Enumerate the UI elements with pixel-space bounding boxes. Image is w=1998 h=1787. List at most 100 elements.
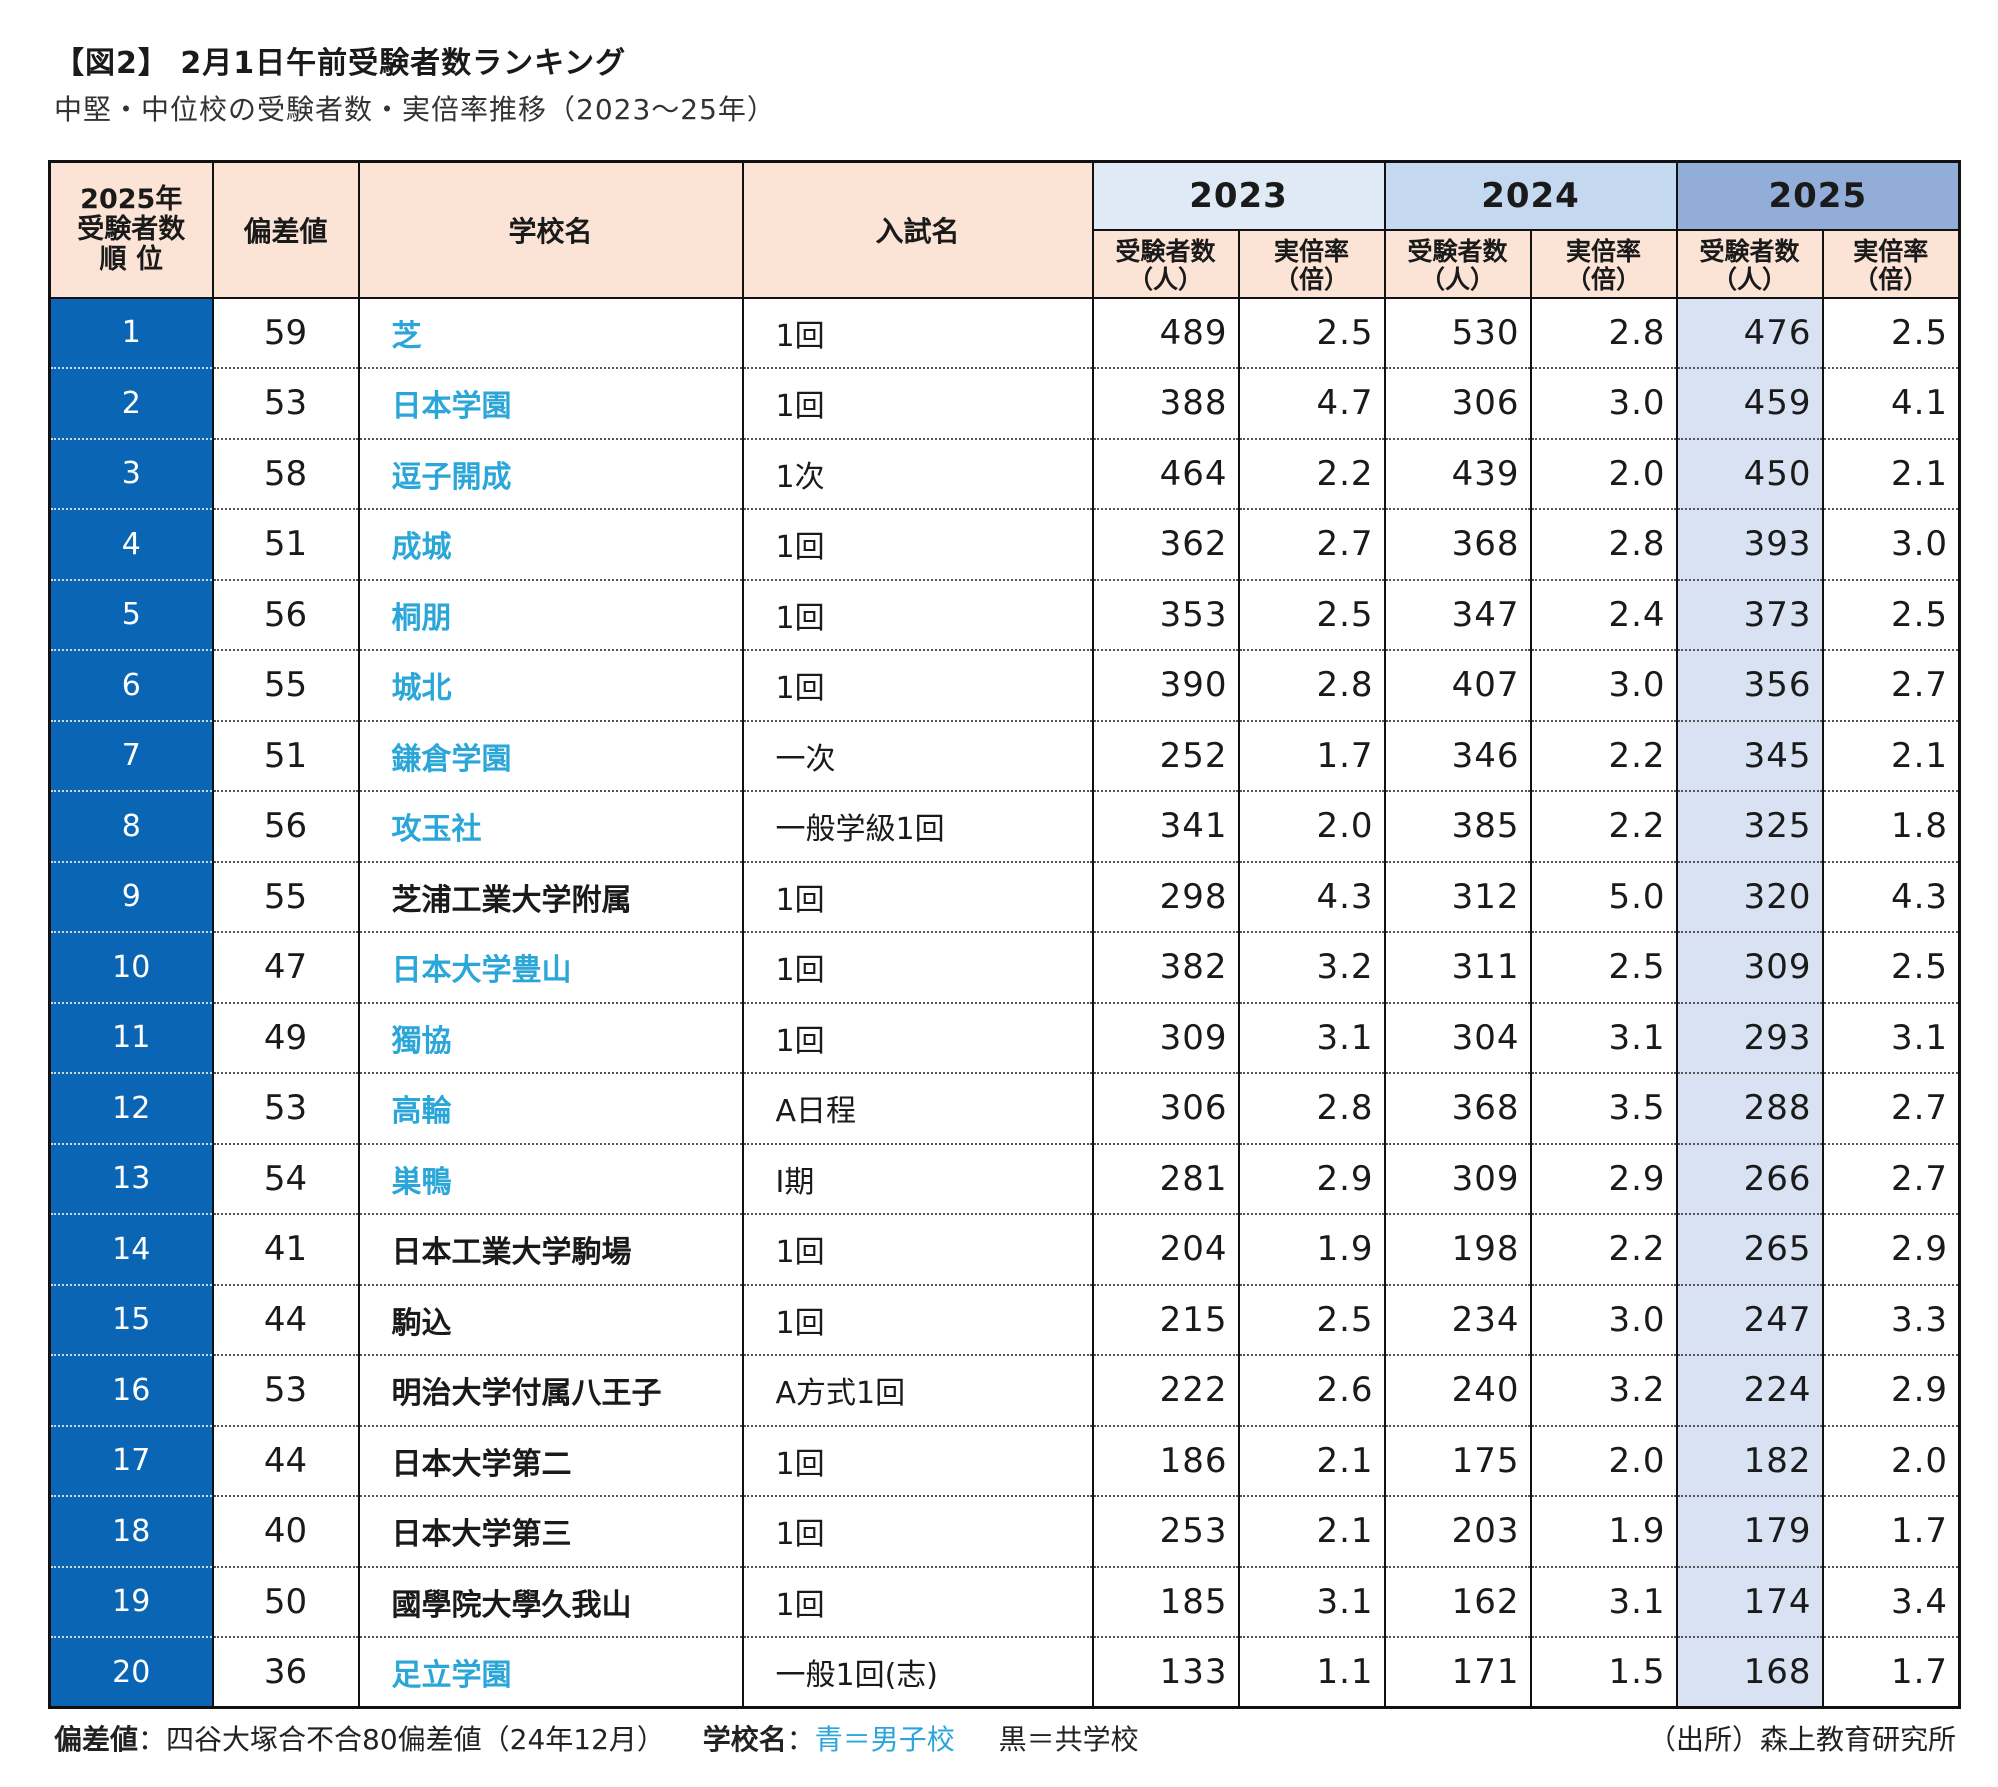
school-name: 城北 (357, 650, 744, 722)
applicants-2025: 247 (1675, 1284, 1824, 1356)
rank-cell: 5 (48, 579, 214, 651)
school-name: 成城 (357, 509, 744, 581)
rank-cell: 15 (48, 1284, 214, 1356)
applicants-2024: 530 (1383, 297, 1532, 369)
footer-dev-text: ：四谷大塚合不合80偏差値（24年12月） (138, 1723, 665, 1756)
school-name: 高輪 (357, 1073, 744, 1145)
table-row: 14 41 日本工業大学駒場 1回 204 1.9 198 2.2 265 2.9 (48, 1214, 1961, 1286)
ratio-2023: 2.5 (1237, 579, 1386, 651)
ratio-2025: 2.0 (1821, 1425, 1961, 1497)
deviation-cell: 40 (211, 1496, 360, 1568)
applicants-2025: 174 (1675, 1566, 1824, 1638)
applicants-2025: 450 (1675, 438, 1824, 510)
ratio-2024: 5.0 (1529, 861, 1678, 933)
ratio-2024: 2.0 (1529, 1425, 1678, 1497)
header-ratio-unit: （倍） (1566, 264, 1642, 294)
applicants-2024: 162 (1383, 1566, 1532, 1638)
header-applicants-2024: 受験者数 （人） (1383, 228, 1532, 299)
applicants-2024: 306 (1383, 368, 1532, 440)
applicants-2023: 204 (1091, 1214, 1240, 1286)
table-row: 9 55 芝浦工業大学附属 1回 298 4.3 312 5.0 320 4.3 (48, 861, 1961, 933)
ratio-2024: 3.1 (1529, 1002, 1678, 1074)
page-subtitle: 中堅・中位校の受験者数・実倍率推移（2023〜25年） (54, 93, 776, 126)
footer-coed-legend: 黒＝共学校 (998, 1723, 1139, 1756)
table-row: 4 51 成城 1回 362 2.7 368 2.8 393 3.0 (48, 509, 1961, 581)
table-row: 19 50 國學院大學久我山 1回 185 3.1 162 3.1 174 3.4 (48, 1566, 1961, 1638)
applicants-2024: 304 (1383, 1002, 1532, 1074)
ranking-table-body: 1 59 芝 1回 489 2.5 530 2.8 476 2.5 2 53 日本学園 1回 388 4.7 3… (48, 297, 1961, 1708)
table-row: 11 49 獨協 1回 309 3.1 304 3.1 293 3.1 (48, 1002, 1961, 1074)
exam-name: 1回 (741, 650, 1094, 722)
exam-name: 1回 (741, 579, 1094, 651)
exam-name: 1回 (741, 1214, 1094, 1286)
deviation-cell: 41 (211, 1214, 360, 1286)
applicants-2025: 476 (1675, 297, 1824, 369)
ratio-2025: 1.8 (1821, 791, 1961, 863)
table-row: 3 58 逗子開成 1次 464 2.2 439 2.0 450 2.1 (48, 438, 1961, 510)
exam-name: A日程 (741, 1073, 1094, 1145)
applicants-2024: 311 (1383, 932, 1532, 1004)
table-row: 10 47 日本大学豊山 1回 382 3.2 311 2.5 309 2.5 (48, 932, 1961, 1004)
rank-cell: 7 (48, 720, 214, 792)
ratio-2025: 2.9 (1821, 1214, 1961, 1286)
applicants-2025: 459 (1675, 368, 1824, 440)
rank-cell: 12 (48, 1073, 214, 1145)
exam-name: 1回 (741, 297, 1094, 369)
rank-cell: 6 (48, 650, 214, 722)
deviation-cell: 53 (211, 1073, 360, 1145)
deviation-cell: 55 (211, 650, 360, 722)
deviation-cell: 36 (211, 1637, 360, 1708)
applicants-2025: 224 (1675, 1355, 1824, 1427)
rank-cell: 16 (48, 1355, 214, 1427)
ratio-2023: 4.7 (1237, 368, 1386, 440)
exam-name: 一般1回(志) (741, 1637, 1094, 1708)
header-applicants-unit: （人） (1712, 264, 1788, 294)
table-row: 15 44 駒込 1回 215 2.5 234 3.0 247 3.3 (48, 1284, 1961, 1356)
table-row: 2 53 日本学園 1回 388 4.7 306 3.0 459 4.1 (48, 368, 1961, 440)
applicants-2025: 265 (1675, 1214, 1824, 1286)
ratio-2025: 2.7 (1821, 1143, 1961, 1215)
table-row: 20 36 足立学園 一般1回(志) 133 1.1 171 1.5 168 1.7 (48, 1637, 1961, 1708)
applicants-2025: 168 (1675, 1637, 1824, 1708)
ratio-2025: 1.7 (1821, 1496, 1961, 1568)
applicants-2023: 489 (1091, 297, 1240, 369)
ratio-2024: 2.8 (1529, 509, 1678, 581)
exam-name: 1次 (741, 438, 1094, 510)
ratio-2023: 3.2 (1237, 932, 1386, 1004)
ratio-2024: 2.8 (1529, 297, 1678, 369)
ratio-2024: 2.4 (1529, 579, 1678, 651)
exam-name: Ⅰ期 (741, 1143, 1094, 1215)
header-rank-line2: 受験者数 (77, 213, 186, 245)
deviation-cell: 59 (211, 297, 360, 369)
school-name: 日本大学豊山 (357, 932, 744, 1004)
exam-name: 1回 (741, 932, 1094, 1004)
ratio-2024: 3.0 (1529, 1284, 1678, 1356)
ratio-2024: 2.2 (1529, 791, 1678, 863)
school-name: 駒込 (357, 1284, 744, 1356)
header-exam: 入試名 (741, 160, 1094, 299)
applicants-2023: 388 (1091, 368, 1240, 440)
header-ratio-unit: （倍） (1274, 264, 1350, 294)
exam-name: 1回 (741, 1566, 1094, 1638)
exam-name: 一般学級1回 (741, 791, 1094, 863)
header-ratio-2025: 実倍率 （倍） (1821, 228, 1961, 299)
ratio-2025: 2.9 (1821, 1355, 1961, 1427)
footer-boys-legend: 青＝男子校 (814, 1723, 955, 1756)
header-rank-line3: 順 位 (99, 243, 163, 275)
school-name: 芝浦工業大学附属 (357, 861, 744, 933)
ratio-2024: 2.0 (1529, 438, 1678, 510)
ratio-2023: 2.1 (1237, 1496, 1386, 1568)
ratio-2025: 2.7 (1821, 650, 1961, 722)
header-ratio-2024: 実倍率 （倍） (1529, 228, 1678, 299)
ratio-2023: 3.1 (1237, 1002, 1386, 1074)
applicants-2023: 298 (1091, 861, 1240, 933)
applicants-2024: 234 (1383, 1284, 1532, 1356)
ratio-2023: 2.1 (1237, 1425, 1386, 1497)
header-deviation: 偏差値 (211, 160, 360, 299)
header-year-2025: 2025 (1675, 160, 1961, 231)
rank-cell: 17 (48, 1425, 214, 1497)
footer-school-label: 学校名 (702, 1723, 787, 1756)
applicants-2025: 309 (1675, 932, 1824, 1004)
applicants-2023: 382 (1091, 932, 1240, 1004)
ratio-2023: 1.1 (1237, 1637, 1386, 1708)
